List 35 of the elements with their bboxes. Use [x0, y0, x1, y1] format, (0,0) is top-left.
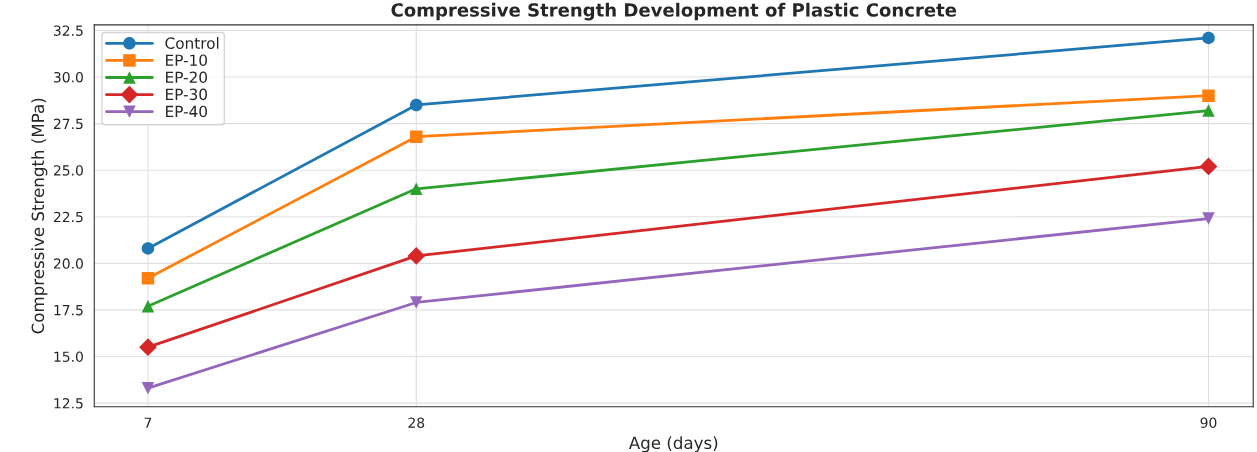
point [410, 182, 423, 196]
legend-label: EP-30 [166, 88, 208, 101]
point [141, 242, 155, 255]
legend-label: EP-10 [166, 54, 208, 66]
point [141, 271, 155, 285]
legend-label: Control [165, 37, 219, 49]
y-tick-label: 20.0 [53, 258, 83, 269]
y-tick-label: 27.5 [53, 118, 83, 130]
x-tick-label: 90 [1200, 417, 1217, 428]
y-tick-label: 17.5 [54, 305, 83, 316]
chart-title: Compressive Strength Development of Plastic Concrete [391, 2, 957, 21]
y-axis-title: Compressive Strength (MPa) [31, 98, 48, 334]
legend-label: EP-40 [166, 105, 208, 118]
y-tick-label: 25.0 [53, 165, 83, 176]
point [410, 98, 423, 112]
point [141, 381, 155, 395]
point [141, 299, 155, 313]
point [1202, 212, 1215, 225]
x-tick-label: 28 [408, 417, 425, 428]
x-axis-title: Age (days) [628, 436, 718, 452]
point [139, 338, 157, 357]
point [1199, 157, 1218, 176]
x-tick-label: 7 [144, 417, 152, 428]
point [1202, 89, 1215, 102]
point [410, 130, 423, 143]
y-tick-label: 32.5 [53, 25, 83, 36]
y-tick-label: 22.5 [53, 211, 83, 223]
legend-label: EP-20 [166, 71, 208, 84]
y-tick-label: 30.0 [53, 72, 83, 83]
y-tick-label: 15.0 [54, 351, 83, 362]
y-tick-label: 12.5 [54, 398, 83, 409]
point [410, 296, 423, 309]
point [407, 247, 426, 265]
point [1202, 31, 1215, 45]
point [1202, 104, 1215, 117]
